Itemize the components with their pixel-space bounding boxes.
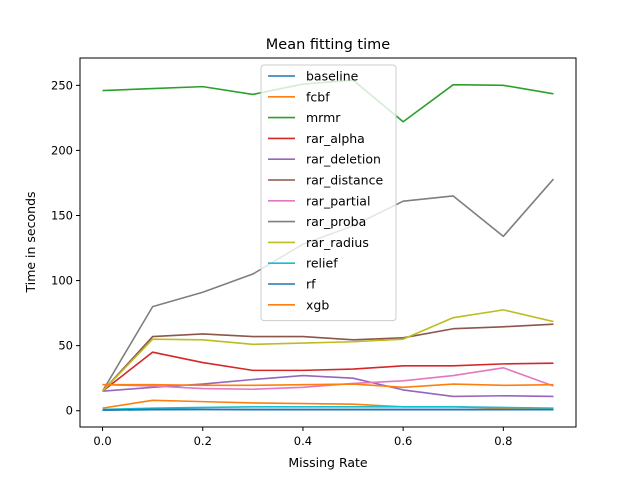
series-line-rar-radius [101,309,554,392]
legend-label-rar-deletion: rar_deletion [306,152,381,167]
legend-label-rar-distance: rar_distance [306,173,383,188]
y-tick-label: 100 [51,274,73,288]
x-tick-label: 0.8 [494,434,512,448]
y-tick-label: 150 [51,208,73,222]
legend-label-rar-proba: rar_proba [306,214,366,229]
x-axis-label: Missing Rate [288,455,368,470]
legend-label-rar-alpha: rar_alpha [306,131,365,146]
x-tick-label: 0.2 [194,434,212,448]
legend-label-rar-radius: rar_radius [306,235,369,250]
legend-label-rf: rf [306,277,316,292]
series-line-relief [102,406,554,411]
legend-label-rar-partial: rar_partial [306,193,370,208]
series-line-rar-alpha [102,351,554,392]
legend-box [260,64,397,322]
legend-label-xgb: xgb [306,297,329,312]
y-axis-ticks: 0 50 100 150 200 250 [51,78,80,418]
x-axis-ticks: 0.0 0.2 0.4 0.6 0.8 [93,427,513,448]
x-tick-label: 0.6 [394,434,412,448]
y-tick-label: 50 [58,339,73,353]
x-tick-label: 0.0 [93,434,111,448]
legend-label-baseline: baseline [306,69,359,84]
y-tick-label: 0 [66,404,73,418]
series-line-xgb [102,383,554,389]
y-tick-label: 200 [51,143,73,157]
legend: baseline fcbf mrmr rar_alpha rar_deletionrar… [260,64,397,322]
y-axis-label: Time in seconds [23,191,38,293]
plot-frame [79,57,577,428]
legend-label-mrmr: mrmr [306,110,341,125]
legend-label-fcbf: fcbf [306,89,330,104]
x-tick-label: 0.4 [294,434,312,448]
series-line-rar-partial [102,366,554,391]
chart-title: Mean fitting time [266,37,390,53]
series-line-rar-distance [101,323,554,392]
y-tick-label: 250 [51,78,73,92]
legend-label-relief: relief [306,256,338,271]
series-line-rf [102,408,554,411]
